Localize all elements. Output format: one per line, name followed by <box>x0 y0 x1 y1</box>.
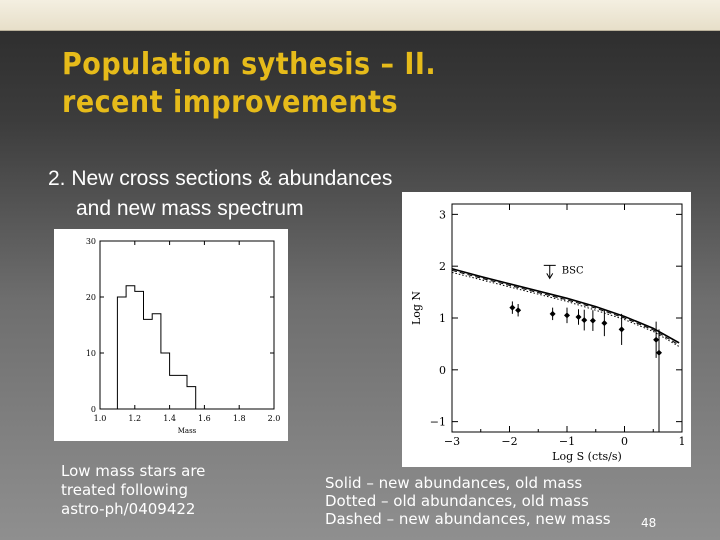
chart-x-tick-label: 1 <box>679 435 686 448</box>
histogram-x-tick-label: 1.6 <box>198 414 211 423</box>
histogram-x-label: Mass <box>178 427 197 435</box>
slide-number: 48 <box>641 516 657 530</box>
right-caption: Solid – new abundances, old mass Dotted … <box>325 474 611 528</box>
left-caption-line-3: astro-ph/0409422 <box>61 500 196 518</box>
histogram-y-tick-label: 30 <box>86 237 96 246</box>
histogram-x-tick-label: 1.2 <box>128 414 141 423</box>
data-point <box>564 312 570 319</box>
subheading-line-2: and new mass spectrum <box>76 197 304 220</box>
series-solid-line <box>451 268 680 344</box>
chart-x-tick-label: −2 <box>501 435 517 448</box>
series-dashed-line <box>451 269 680 346</box>
histogram-x-tick-label: 1.4 <box>163 414 176 423</box>
chart-x-tick-label: 0 <box>621 435 628 448</box>
left-caption-line-2: treated following <box>61 481 188 499</box>
subheading-line-1: 2. New cross sections & abundances <box>48 167 393 190</box>
mass-histogram-panel: 1.0 1.2 1.4 1.6 1.8 2.0 0 10 20 30 Mass <box>54 229 288 441</box>
mass-histogram: 1.0 1.2 1.4 1.6 1.8 2.0 0 10 20 30 Mass <box>86 237 281 435</box>
subheading: 2. New cross sections & abundances and n… <box>48 164 392 224</box>
torn-paper-banner <box>0 0 720 31</box>
histogram-y-tick-label: 20 <box>86 293 96 302</box>
chart-y-tick-label: −1 <box>430 416 446 429</box>
chart-y-tick-label: 3 <box>439 208 446 221</box>
chart-x-label: Log S (cts/s) <box>552 450 622 463</box>
histogram-x-tick-label: 2.0 <box>268 414 281 423</box>
legend-dashed: Dashed – new abundances, new mass <box>325 510 611 528</box>
data-point <box>618 326 625 333</box>
data-point <box>589 317 596 324</box>
chart-y-tick-label: 2 <box>439 260 446 273</box>
chart-y-label: Log N <box>410 291 423 325</box>
data-point <box>653 336 660 343</box>
data-point <box>549 310 556 317</box>
chart-x-tick-label: −1 <box>559 435 575 448</box>
data-point <box>515 307 522 314</box>
chart-x-tick-label: −3 <box>444 435 460 448</box>
chart-y-tick-label: 0 <box>439 364 446 377</box>
bsc-arrow-head <box>546 273 554 280</box>
title-line-1: Population sythesis – II. <box>62 47 437 82</box>
logn-logs-panel: −3 −2 −1 0 1 −1 0 1 2 3 Log S (cts/s) Log N BSC <box>402 192 691 467</box>
data-point <box>581 317 588 324</box>
histogram-y-tick-label: 0 <box>91 405 96 414</box>
histogram-x-tick-label: 1.8 <box>233 414 246 423</box>
left-caption: Low mass stars are treated following ast… <box>61 462 205 519</box>
histogram-frame <box>99 240 275 410</box>
histogram-x-tick-label: 1.0 <box>94 414 107 423</box>
chart-y-tick-label: 1 <box>439 312 446 325</box>
slide-title: Population sythesis – II. recent improve… <box>62 46 436 122</box>
left-caption-line-1: Low mass stars are <box>61 462 206 480</box>
logn-logs-chart: −3 −2 −1 0 1 −1 0 1 2 3 Log S (cts/s) Log N BSC <box>410 203 686 463</box>
histogram-y-tick-label: 10 <box>86 349 96 358</box>
title-line-2: recent improvements <box>62 85 399 120</box>
legend-dotted: Dotted – old abundances, old mass <box>325 492 589 510</box>
histogram-outline <box>116 285 205 410</box>
data-point <box>509 304 516 311</box>
data-point <box>601 320 608 327</box>
legend-solid: Solid – new abundances, old mass <box>325 474 583 492</box>
data-point <box>575 313 582 320</box>
series-dotted-line <box>451 271 680 347</box>
bsc-annotation: BSC <box>562 265 584 276</box>
